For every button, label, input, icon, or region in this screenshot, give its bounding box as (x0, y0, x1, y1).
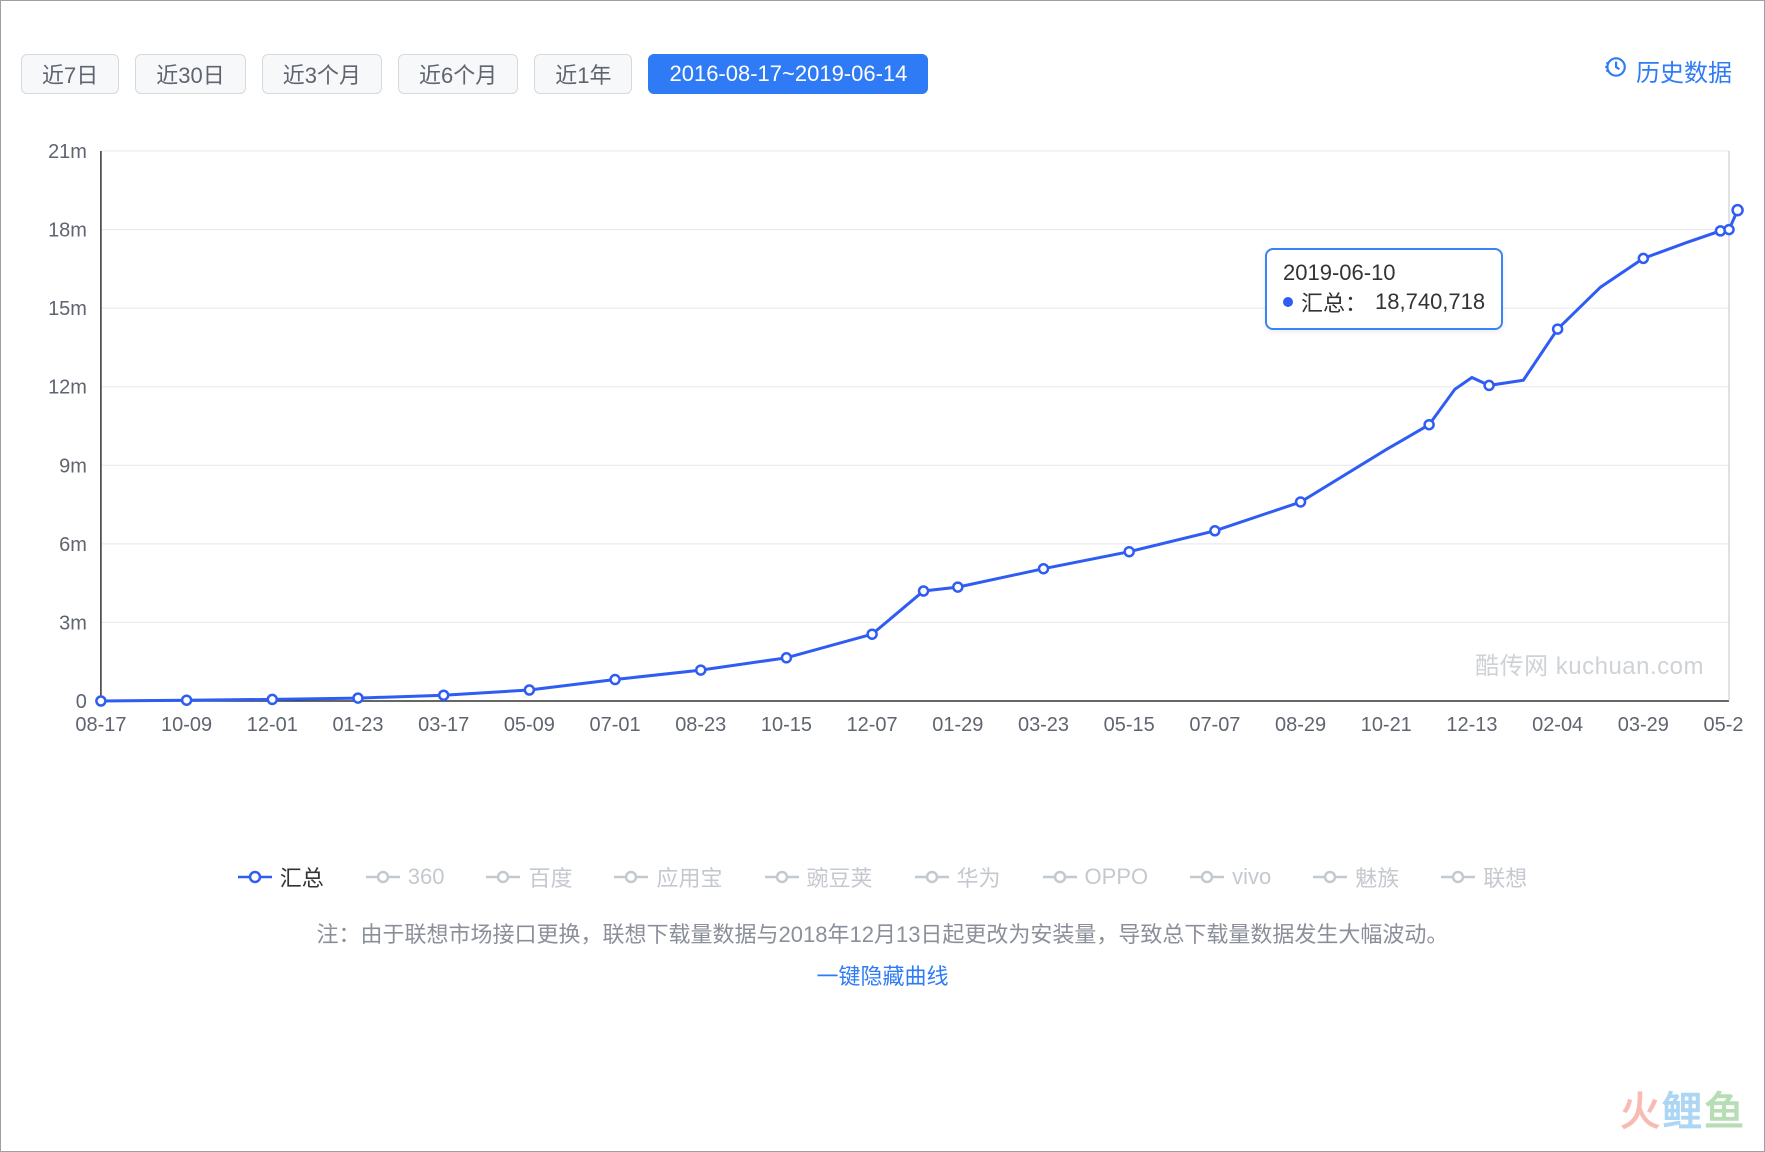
legend: 汇总 360 百度 应用宝 豌豆荚 华为 OPPO vivo 魅族 联想 (1, 861, 1764, 893)
time-range-tabs: 近7日近30日近3个月近6个月近1年 2016-08-17~2019-06-14 (21, 54, 928, 94)
legend-swatch-icon (486, 870, 520, 884)
legend-label: 豌豆荚 (807, 861, 873, 893)
legend-item-360[interactable]: 360 (366, 864, 445, 890)
legend-item-lenovo[interactable]: 联想 (1441, 861, 1527, 893)
history-link-label: 历史数据 (1636, 53, 1732, 88)
svg-text:12-07: 12-07 (847, 714, 898, 736)
legend-swatch-icon (765, 870, 799, 884)
legend-swatch-icon (1043, 870, 1077, 884)
svg-text:6m: 6m (59, 534, 87, 556)
history-data-link[interactable]: 历史数据 (1602, 53, 1732, 88)
legend-label: vivo (1232, 864, 1271, 890)
brand-watermark: 火鲤鱼 (1620, 1079, 1746, 1137)
svg-text:15m: 15m (48, 298, 87, 320)
legend-item-yyb[interactable]: 应用宝 (614, 861, 722, 893)
chart: 0 3m 6m 9m 12m 15m 18m 21m 08-17 10-09 12-01 01-23 0… (21, 141, 1744, 751)
legend-label: 魅族 (1355, 861, 1399, 893)
tab-6mo[interactable]: 近6个月 (398, 54, 518, 94)
svg-text:18m: 18m (48, 220, 87, 242)
svg-text:05-09: 05-09 (504, 714, 555, 736)
svg-text:3m: 3m (59, 612, 87, 634)
tab-1y[interactable]: 近1年 (534, 54, 632, 94)
svg-text:21m: 21m (48, 141, 87, 163)
tab-3mo[interactable]: 近3个月 (262, 54, 382, 94)
footnote-text: 注：由于联想市场接口更换，联想下载量数据与2018年12月13日起更改为安装量，… (1, 917, 1764, 949)
svg-text:01-23: 01-23 (332, 714, 383, 736)
svg-text:08-17: 08-17 (75, 714, 126, 736)
tab-30d[interactable]: 近30日 (135, 54, 245, 94)
legend-label: 汇总 (280, 861, 324, 893)
svg-text:01-29: 01-29 (932, 714, 983, 736)
svg-text:0: 0 (76, 691, 87, 713)
legend-item-total[interactable]: 汇总 (238, 861, 324, 893)
legend-item-vivo[interactable]: vivo (1190, 864, 1271, 890)
svg-text:12-01: 12-01 (247, 714, 298, 736)
svg-text:07-07: 07-07 (1189, 714, 1240, 736)
hide-all-series-link[interactable]: 一键隐藏曲线 (1, 959, 1764, 991)
legend-label: 华为 (957, 861, 1001, 893)
tab-7d[interactable]: 近7日 (21, 54, 119, 94)
app-frame: 近7日近30日近3个月近6个月近1年2016-08-17~2019-06-14 … (0, 0, 1765, 1152)
tab-range[interactable]: 2016-08-17~2019-06-14 (648, 54, 928, 94)
svg-text:12-13: 12-13 (1446, 714, 1497, 736)
svg-text:03-29: 03-29 (1618, 714, 1669, 736)
svg-text:05-15: 05-15 (1104, 714, 1155, 736)
topbar: 近7日近30日近3个月近6个月近1年2016-08-17~2019-06-14 … (21, 49, 1744, 99)
legend-swatch-icon (238, 870, 272, 884)
svg-text:07-01: 07-01 (590, 714, 641, 736)
chart-svg: 0 3m 6m 9m 12m 15m 18m 21m 08-17 10-09 12-01 01-23 0… (21, 141, 1744, 751)
legend-swatch-icon (1313, 870, 1347, 884)
legend-label: 360 (408, 864, 445, 890)
legend-swatch-icon (366, 870, 400, 884)
svg-text:03-23: 03-23 (1018, 714, 1069, 736)
svg-text:12m: 12m (48, 377, 87, 399)
legend-item-baidu[interactable]: 百度 (486, 861, 572, 893)
legend-label: 联想 (1483, 861, 1527, 893)
history-icon (1602, 54, 1628, 87)
svg-text:05-21: 05-21 (1703, 714, 1744, 736)
legend-item-wdj[interactable]: 豌豆荚 (765, 861, 873, 893)
svg-text:08-29: 08-29 (1275, 714, 1326, 736)
svg-text:10-21: 10-21 (1361, 714, 1412, 736)
svg-text:08-23: 08-23 (675, 714, 726, 736)
svg-text:10-15: 10-15 (761, 714, 812, 736)
legend-label: 应用宝 (656, 861, 722, 893)
svg-text:9m: 9m (59, 455, 87, 477)
legend-item-meizu[interactable]: 魅族 (1313, 861, 1399, 893)
svg-text:03-17: 03-17 (418, 714, 469, 736)
legend-label: OPPO (1085, 864, 1149, 890)
legend-swatch-icon (614, 870, 648, 884)
legend-swatch-icon (1190, 870, 1224, 884)
legend-item-oppo[interactable]: OPPO (1043, 864, 1149, 890)
legend-item-huawei[interactable]: 华为 (915, 861, 1001, 893)
svg-text:10-09: 10-09 (161, 714, 212, 736)
legend-swatch-icon (915, 870, 949, 884)
svg-text:02-04: 02-04 (1532, 714, 1583, 736)
legend-swatch-icon (1441, 870, 1475, 884)
legend-label: 百度 (528, 861, 572, 893)
